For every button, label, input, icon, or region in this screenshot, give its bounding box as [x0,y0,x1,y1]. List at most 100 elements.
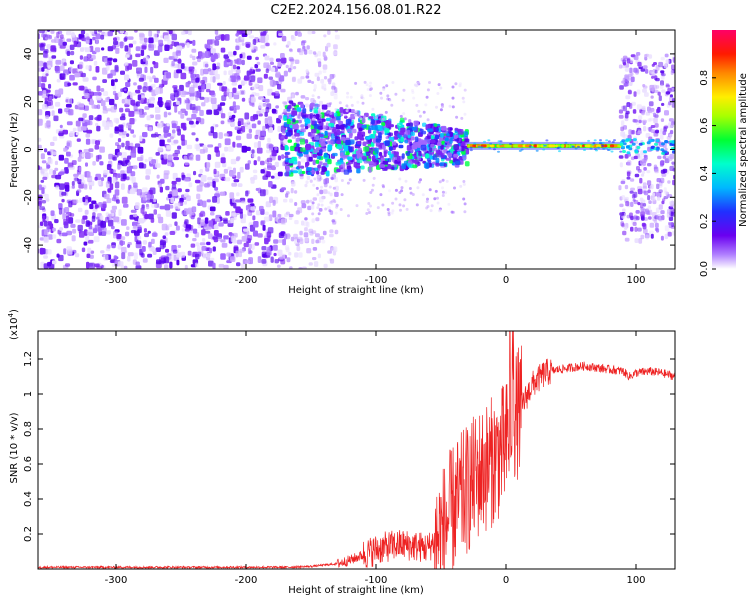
signal-cell [396,155,401,162]
signal-cell [325,170,330,177]
fringe-cell [394,197,398,201]
signal-cell [298,153,304,157]
noise-cell [141,45,147,50]
fringe-cell [387,211,391,215]
y-tick-label: -40 [23,237,34,253]
noise-cell [662,155,666,159]
noise-cell [642,185,648,190]
signal-cell [285,165,290,172]
noise-cell [294,202,298,206]
signal-cell [388,132,393,137]
signal-cell [619,143,624,146]
noise-cell [276,117,281,124]
noise-cell [670,70,674,75]
noise-cell [203,68,209,75]
noise-cell [112,176,116,184]
noise-cell [647,109,653,114]
noise-cell [664,190,668,195]
noise-cell [634,226,638,232]
noise-cell [87,247,92,253]
signal-cell [417,161,421,166]
noise-cell [629,190,634,194]
signal-cell [327,144,333,151]
noise-cell [86,36,90,41]
noise-cell [335,185,339,191]
noise-cell [151,159,156,164]
noise-cell [288,251,292,256]
noise-cell [158,103,163,108]
noise-cell [52,227,56,232]
signal-cell [444,137,449,142]
noise-cell [235,199,241,203]
carrier-cell [580,142,584,145]
fringe-cell [391,209,395,213]
noise-cell [191,132,196,136]
signal-cell [288,104,292,109]
signal-cell [343,145,349,152]
fringe-cell [394,188,398,192]
noise-cell [213,230,219,237]
noise-cell [334,191,339,197]
fringe-cell [339,208,343,211]
noise-cell [257,256,262,263]
noise-cell [297,48,302,53]
signal-cell [400,136,404,143]
noise-cell [191,48,197,53]
signal-cell [345,139,351,146]
noise-cell [317,253,321,259]
fringe-cell [312,115,316,119]
noise-cell [127,155,132,160]
carrier-cell [469,149,473,152]
signal-cell [340,152,344,159]
signal-cell [358,127,363,132]
signal-cell [422,122,427,127]
noise-cell [62,129,68,135]
noise-cell [194,179,201,184]
noise-cell [161,223,168,231]
signal-cell [298,168,302,175]
carrier-cell [597,146,601,149]
signal-cell [337,160,344,165]
noise-cell [164,264,169,269]
signal-cell [412,126,417,131]
noise-cell [318,61,322,68]
noise-cell [260,36,266,43]
noise-cell [264,55,270,61]
noise-cell [655,77,660,82]
noise-cell [73,176,78,183]
signal-cell [361,118,366,123]
signal-cell [363,160,369,164]
noise-cell [130,129,135,134]
noise-cell [631,219,637,225]
noise-cell [226,59,231,63]
noise-cell [671,161,675,165]
noise-cell [254,134,259,140]
signal-cell [407,134,411,139]
fringe-cell [416,81,420,85]
fringe-cell [411,91,415,94]
fringe-cell [451,105,455,109]
noise-cell [643,228,648,234]
noise-cell [264,98,270,103]
noise-cell [207,144,214,148]
noise-cell [230,217,234,224]
carrier-cell [599,139,602,142]
noise-cell [620,131,626,137]
noise-cell [664,233,669,240]
noise-cell [174,203,181,210]
noise-cell [55,59,62,65]
noise-cell [625,68,629,72]
carrier-cell [600,144,604,147]
noise-cell [297,236,303,242]
noise-cell [177,188,182,193]
noise-cell [50,141,55,146]
noise-cell [332,51,338,55]
noise-cell [233,214,237,221]
noise-cell [58,132,64,136]
noise-cell [155,114,161,120]
noise-cell [624,237,630,242]
carrier-cell [619,150,623,153]
noise-cell [253,221,259,228]
noise-cell [172,85,178,89]
noise-cell [643,154,648,160]
